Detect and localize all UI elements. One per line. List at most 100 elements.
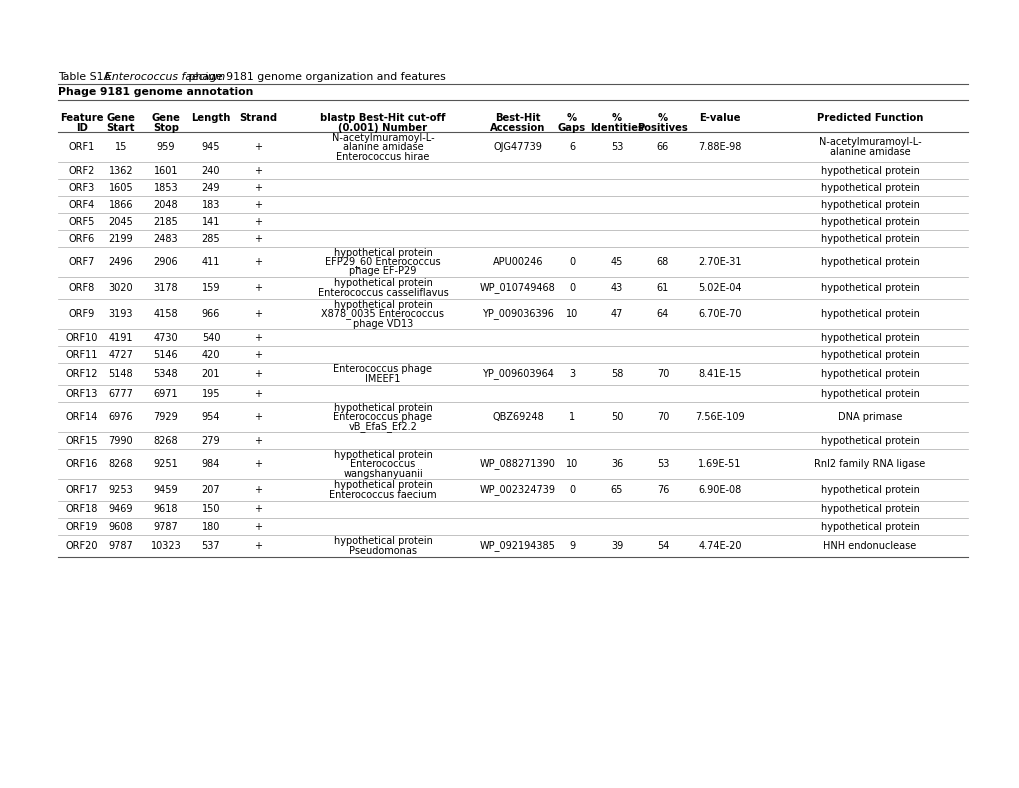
Text: ORF20: ORF20 [65,541,98,551]
Text: Feature: Feature [60,113,104,123]
Text: hypothetical protein: hypothetical protein [333,299,432,310]
Text: 2199: 2199 [109,233,133,243]
Text: EFP29_60 Enterococcus: EFP29_60 Enterococcus [325,257,440,267]
Text: Enterococcus phage: Enterococcus phage [333,364,432,374]
Text: Positives: Positives [637,123,688,133]
Text: hypothetical protein: hypothetical protein [819,333,918,343]
Text: 4730: 4730 [154,333,178,343]
Text: 201: 201 [202,369,220,379]
Text: X878_0035 Enterococcus: X878_0035 Enterococcus [321,309,444,319]
Text: 0: 0 [569,257,575,267]
Text: 2.70E-31: 2.70E-31 [698,257,741,267]
Text: wangshanyuanii: wangshanyuanii [342,469,423,478]
Text: Enterococcus hirae: Enterococcus hirae [336,151,429,162]
Text: hypothetical protein: hypothetical protein [819,309,918,319]
Text: ORF17: ORF17 [65,485,98,495]
Text: Enterococcus phage: Enterococcus phage [333,412,432,422]
Text: 9618: 9618 [154,504,178,515]
Text: Pseudomonas: Pseudomonas [348,546,417,556]
Text: ORF7: ORF7 [68,257,95,267]
Text: +: + [254,183,262,192]
Text: 285: 285 [202,233,220,243]
Text: Gene: Gene [152,113,180,123]
Text: hypothetical protein: hypothetical protein [819,199,918,210]
Text: 984: 984 [202,459,220,469]
Text: ORF15: ORF15 [65,436,98,445]
Text: 58: 58 [610,369,623,379]
Text: hypothetical protein: hypothetical protein [819,233,918,243]
Text: 5348: 5348 [154,369,178,379]
Text: WP_010749468: WP_010749468 [480,283,555,293]
Text: 64: 64 [656,309,668,319]
Text: 4158: 4158 [154,309,178,319]
Text: ORF19: ORF19 [66,522,98,531]
Text: Gaps: Gaps [557,123,586,133]
Text: 53: 53 [656,459,668,469]
Text: +: + [254,504,262,515]
Text: ORF10: ORF10 [66,333,98,343]
Text: ORF6: ORF6 [69,233,95,243]
Text: 39: 39 [610,541,623,551]
Text: hypothetical protein: hypothetical protein [333,278,432,288]
Text: ORF4: ORF4 [69,199,95,210]
Text: hypothetical protein: hypothetical protein [819,436,918,445]
Text: 1866: 1866 [109,199,133,210]
Text: 7990: 7990 [109,436,133,445]
Text: YP_009603964: YP_009603964 [482,369,553,380]
Text: 68: 68 [656,257,668,267]
Text: 2048: 2048 [154,199,178,210]
Text: hypothetical protein: hypothetical protein [819,388,918,399]
Text: 954: 954 [202,412,220,422]
Text: Phage 9181 genome annotation: Phage 9181 genome annotation [58,87,253,97]
Text: OJG47739: OJG47739 [493,142,542,152]
Text: hypothetical protein: hypothetical protein [819,485,918,495]
Text: 3: 3 [569,369,575,379]
Text: HNH endonuclease: HNH endonuclease [822,541,916,551]
Text: 5.02E-04: 5.02E-04 [698,283,741,293]
Text: 7.88E-98: 7.88E-98 [698,142,741,152]
Text: 54: 54 [656,541,668,551]
Text: hypothetical protein: hypothetical protein [819,283,918,293]
Text: 1605: 1605 [109,183,133,192]
Text: %: % [657,113,667,123]
Text: alanine amidase: alanine amidase [828,147,909,157]
Text: +: + [254,522,262,531]
Text: 53: 53 [610,142,623,152]
Text: 36: 36 [610,459,623,469]
Text: 959: 959 [157,142,175,152]
Text: WP_092194385: WP_092194385 [480,541,555,552]
Text: E-value: E-value [699,113,740,123]
Text: Enterococcus faecium: Enterococcus faecium [329,490,436,500]
Text: Rnl2 family RNA ligase: Rnl2 family RNA ligase [813,459,924,469]
Text: Identities: Identities [589,123,643,133]
Text: 540: 540 [202,333,220,343]
Text: 4.74E-20: 4.74E-20 [698,541,741,551]
Text: 249: 249 [202,183,220,192]
Text: 2496: 2496 [109,257,133,267]
Text: Best-Hit: Best-Hit [495,113,540,123]
Text: ORF3: ORF3 [69,183,95,192]
Text: 9: 9 [569,541,575,551]
Text: 6777: 6777 [108,388,133,399]
Text: 5146: 5146 [154,350,178,359]
Text: ORF9: ORF9 [69,309,95,319]
Text: ORF1: ORF1 [69,142,95,152]
Text: 1362: 1362 [109,165,133,176]
Text: phage VD13: phage VD13 [353,318,413,329]
Text: hypothetical protein: hypothetical protein [333,480,432,490]
Text: 0: 0 [569,485,575,495]
Text: ORF2: ORF2 [68,165,95,176]
Text: 195: 195 [202,388,220,399]
Text: (0.001) Number: (0.001) Number [338,123,427,133]
Text: hypothetical protein: hypothetical protein [333,449,432,459]
Text: Stop: Stop [153,123,178,133]
Text: 945: 945 [202,142,220,152]
Text: 43: 43 [610,283,623,293]
Text: hypothetical protein: hypothetical protein [819,183,918,192]
Text: WP_088271390: WP_088271390 [480,459,555,470]
Text: 537: 537 [202,541,220,551]
Text: 2045: 2045 [108,217,133,226]
Text: +: + [254,233,262,243]
Text: +: + [254,217,262,226]
Text: 6976: 6976 [109,412,133,422]
